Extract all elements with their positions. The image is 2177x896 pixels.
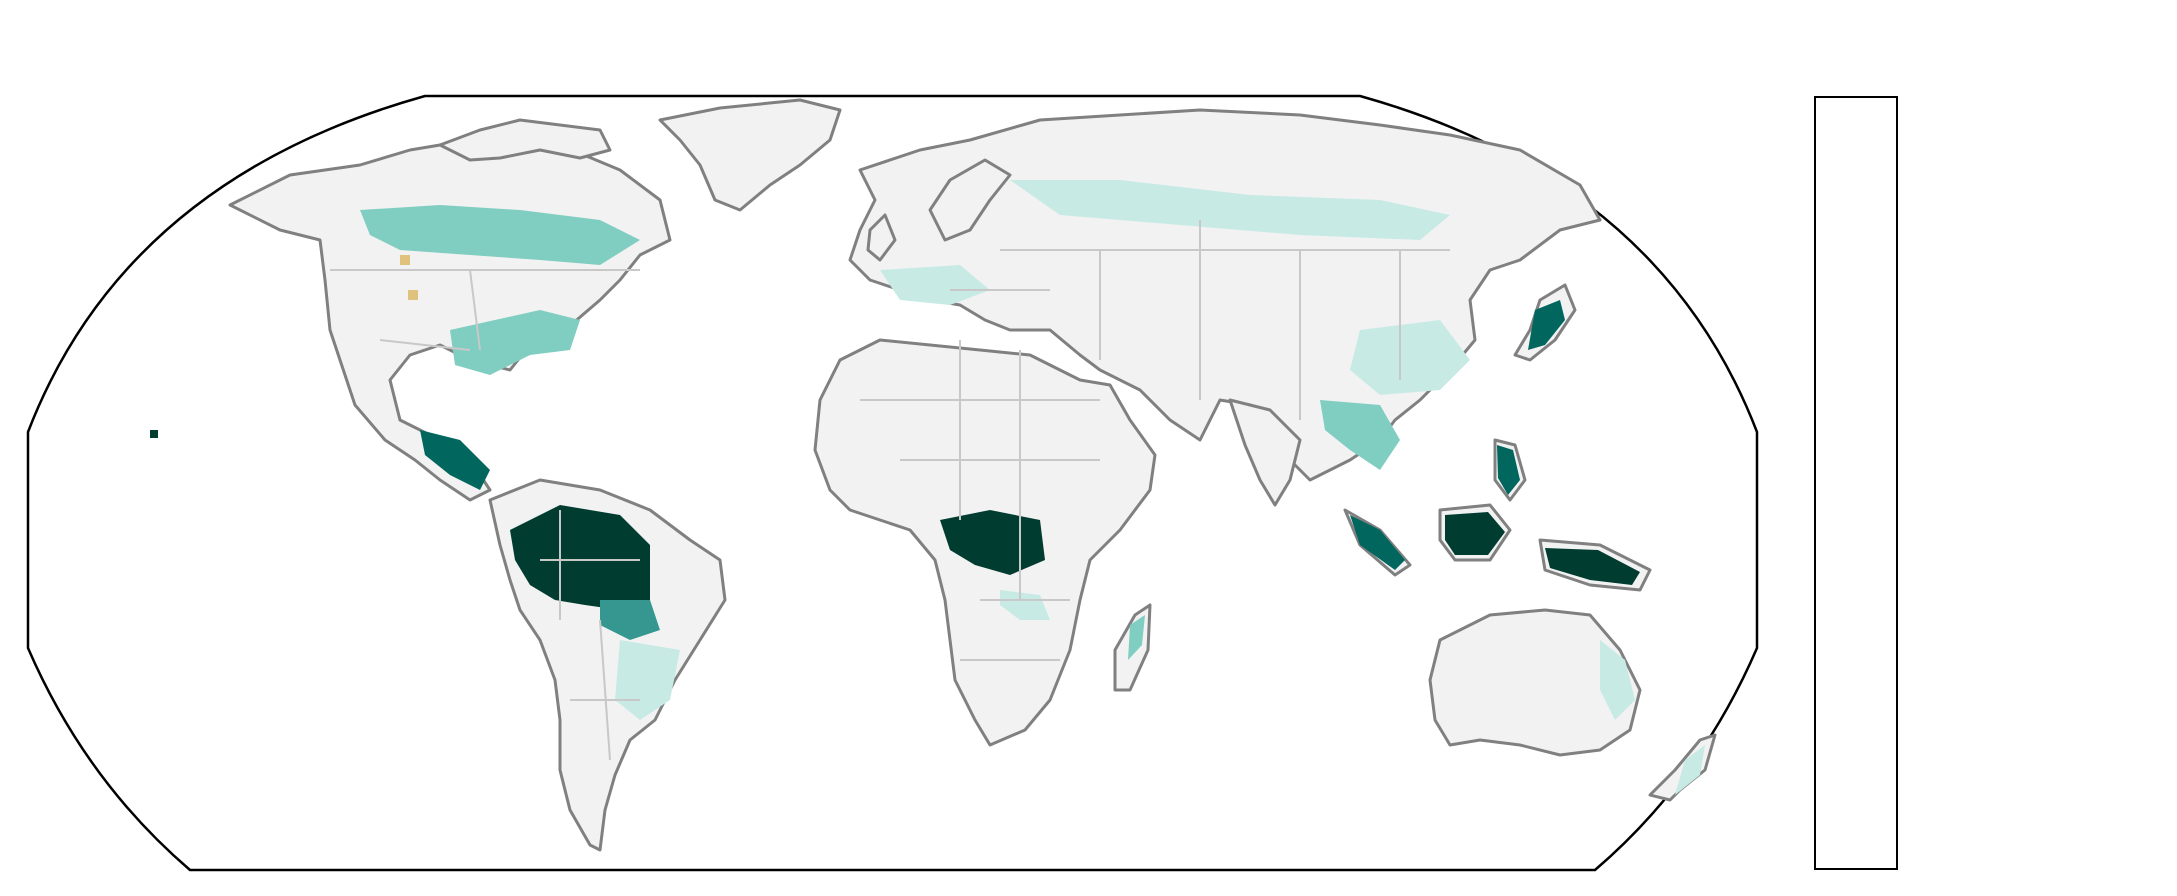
greenland-landmass [658, 98, 842, 212]
scandinavia-landmass [928, 158, 1012, 242]
eastern-us-anomaly [450, 310, 580, 375]
borders-north-america [330, 269, 640, 351]
philippines-anomaly [1497, 445, 1520, 495]
borders-africa [860, 340, 1100, 661]
us-west-negative-anomaly [400, 255, 410, 265]
congo-fringe-anomaly [1000, 590, 1050, 620]
borneo-anomaly [1445, 512, 1505, 555]
congo-anomaly [940, 510, 1045, 575]
amazon-anomaly [510, 505, 650, 610]
us-west-negative-anomaly-2 [408, 290, 418, 300]
india-landmass [1228, 398, 1302, 507]
british-isles-landmass [866, 213, 897, 262]
australia-east-anomaly [1600, 640, 1635, 720]
arctic-islands [438, 118, 612, 162]
amazon-fringe-anomaly [600, 600, 660, 640]
borders-eurasia [950, 220, 1450, 420]
sumatra-anomaly [1350, 515, 1405, 570]
boreal-eurasia-anomaly [1010, 180, 1450, 240]
canada-anomaly [360, 205, 640, 265]
madagascar-anomaly [1128, 615, 1145, 660]
indochina-anomaly [1320, 400, 1400, 470]
japan-anomaly [1528, 300, 1565, 350]
central-america-anomaly [420, 430, 490, 490]
colorbar [1814, 96, 1898, 870]
hawaii-anomaly [150, 430, 158, 438]
new-zealand-anomaly [1675, 745, 1705, 795]
europe-anomaly [880, 265, 990, 305]
china-anomaly [1350, 320, 1470, 395]
new-guinea-anomaly [1545, 548, 1640, 585]
world-map [26, 94, 1759, 872]
australia-landmass [1428, 608, 1642, 757]
borders-south-america [540, 510, 640, 761]
